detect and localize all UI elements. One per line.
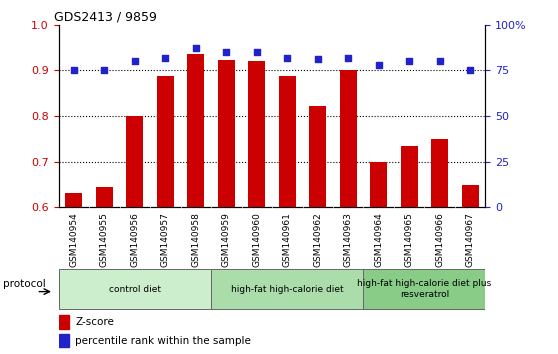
Bar — [340, 70, 357, 207]
Text: GSM140966: GSM140966 — [435, 212, 444, 267]
Text: GSM140960: GSM140960 — [252, 212, 261, 267]
Point — [405, 58, 413, 64]
Bar — [401, 145, 417, 207]
Bar — [431, 139, 448, 207]
Bar — [371, 161, 387, 207]
Bar — [248, 61, 265, 207]
Point — [344, 55, 353, 61]
Text: GSM140956: GSM140956 — [131, 212, 140, 267]
Text: GSM140959: GSM140959 — [222, 212, 231, 267]
Point — [131, 58, 140, 64]
Point — [374, 62, 383, 68]
Text: GSM140958: GSM140958 — [191, 212, 200, 267]
Point — [435, 58, 444, 64]
Text: Z-score: Z-score — [75, 318, 114, 327]
Text: GSM140957: GSM140957 — [161, 212, 170, 267]
FancyBboxPatch shape — [211, 269, 363, 309]
Bar — [59, 315, 69, 329]
Text: GSM140964: GSM140964 — [374, 212, 383, 267]
Text: GDS2413 / 9859: GDS2413 / 9859 — [54, 11, 157, 24]
Text: GSM140963: GSM140963 — [344, 212, 353, 267]
Point — [161, 55, 170, 61]
Text: percentile rank within the sample: percentile rank within the sample — [75, 336, 251, 346]
Bar — [127, 116, 143, 207]
Point — [466, 68, 475, 73]
FancyBboxPatch shape — [59, 269, 211, 309]
Text: control diet: control diet — [109, 285, 161, 294]
Bar — [279, 76, 296, 207]
Text: protocol: protocol — [3, 279, 46, 289]
Point — [283, 55, 292, 61]
Text: GSM140955: GSM140955 — [100, 212, 109, 267]
FancyBboxPatch shape — [363, 269, 485, 309]
Text: GSM140962: GSM140962 — [313, 212, 323, 267]
Point — [252, 49, 261, 55]
Bar — [59, 334, 69, 347]
Bar — [65, 193, 82, 207]
Bar — [309, 106, 326, 207]
Point — [69, 68, 78, 73]
Text: high-fat high-calorie diet: high-fat high-calorie diet — [231, 285, 344, 294]
Bar — [187, 55, 204, 207]
Text: GSM140967: GSM140967 — [466, 212, 475, 267]
Point — [313, 57, 322, 62]
Bar — [462, 185, 479, 207]
Bar — [96, 187, 113, 207]
Text: high-fat high-calorie diet plus
resveratrol: high-fat high-calorie diet plus resverat… — [357, 279, 492, 299]
Text: GSM140965: GSM140965 — [405, 212, 413, 267]
Text: GSM140961: GSM140961 — [283, 212, 292, 267]
Point — [222, 49, 231, 55]
Bar — [157, 76, 174, 207]
Text: GSM140954: GSM140954 — [69, 212, 78, 267]
Point — [191, 46, 200, 51]
Bar — [218, 60, 235, 207]
Point — [100, 68, 109, 73]
